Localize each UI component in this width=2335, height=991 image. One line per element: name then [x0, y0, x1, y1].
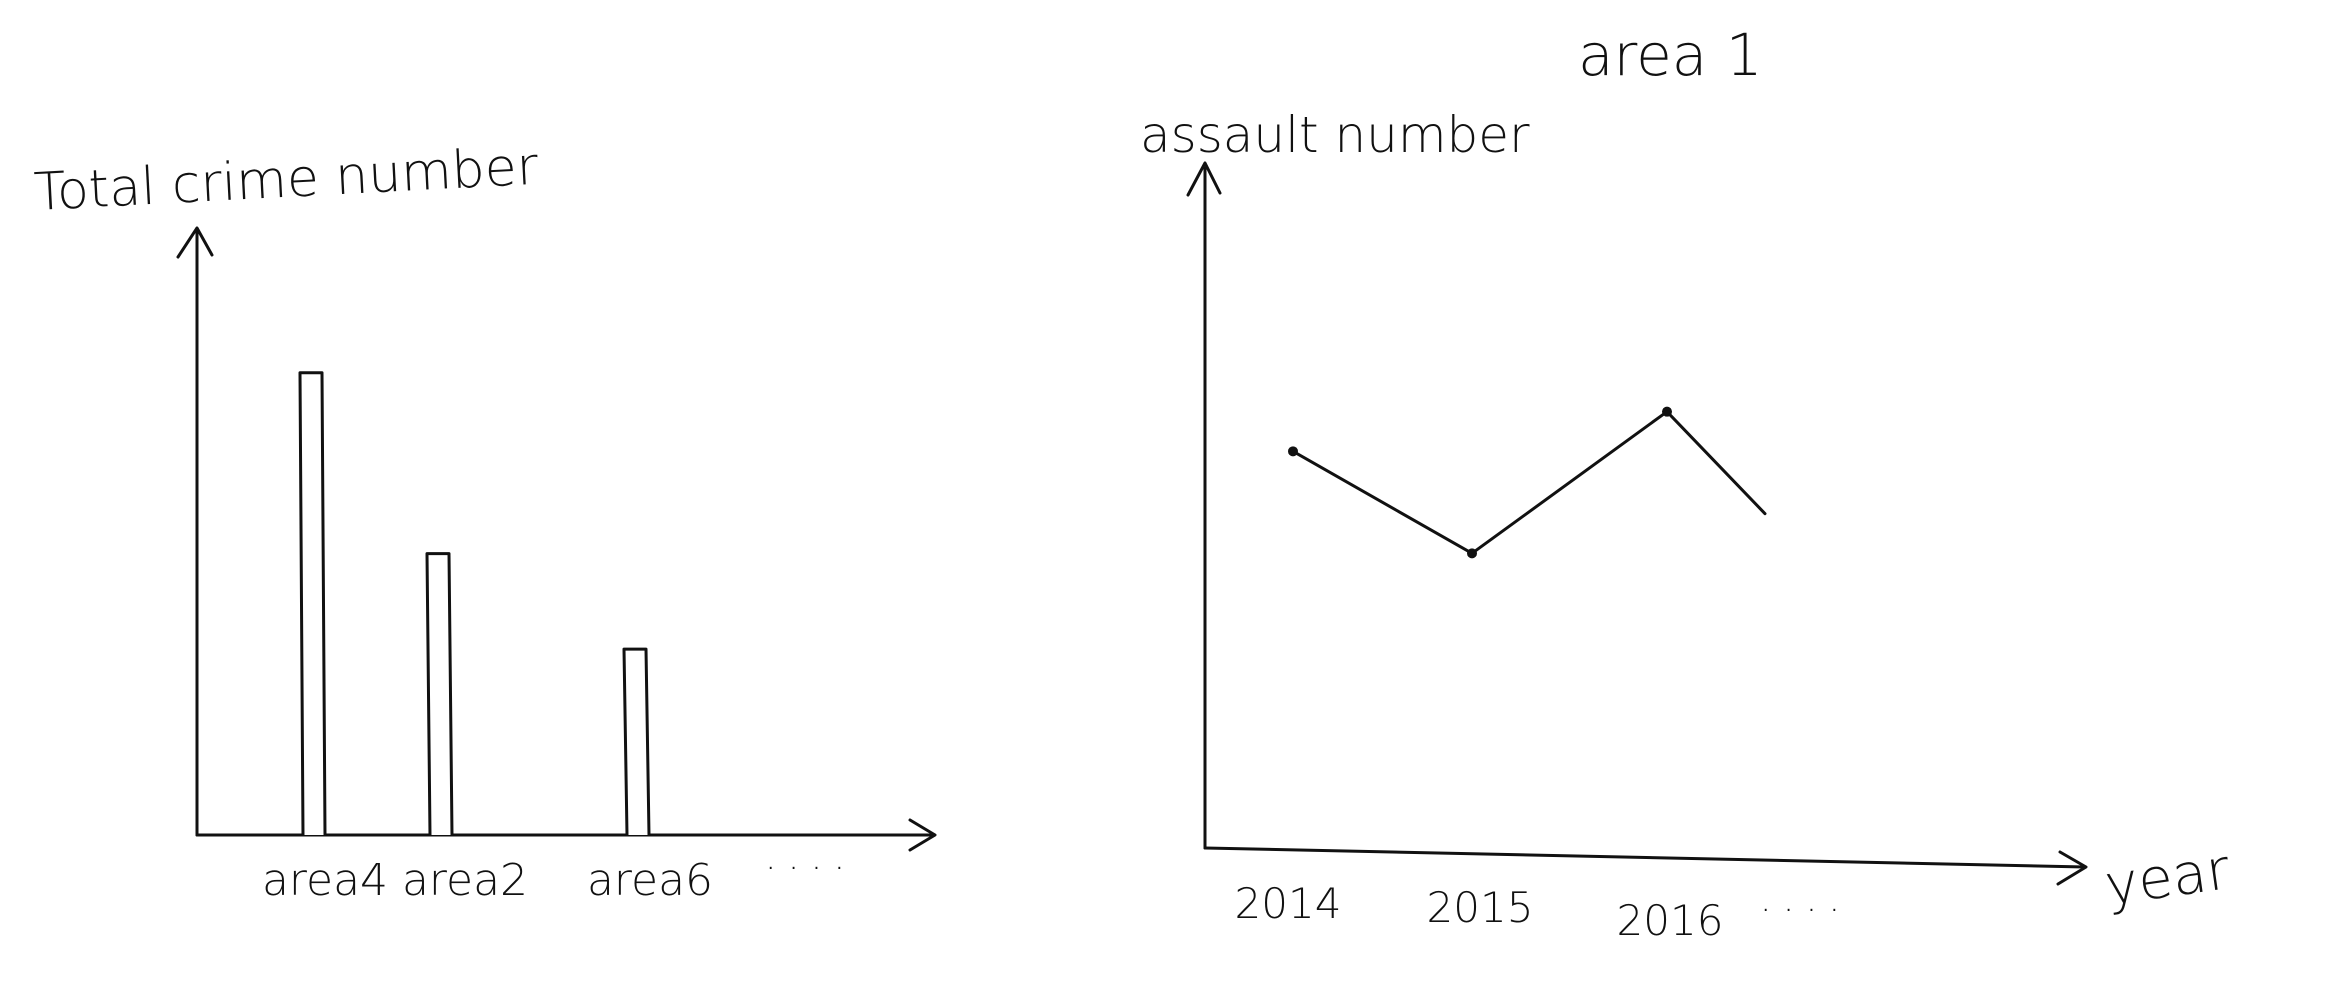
line-chart-x-axis-label: year: [2101, 837, 2234, 919]
line-chart-continuation-dots: · · · ·: [1760, 890, 1840, 931]
bar-tick-label-area4: area4: [262, 855, 388, 906]
bar-chart-continuation-dots: · · · ·: [765, 848, 845, 889]
bar-chart-y-axis-label: Total crime number: [33, 137, 541, 223]
data-point-2016: [1662, 407, 1672, 417]
line-chart-x-axis: [1205, 848, 2085, 867]
bar-chart-tick-labels: area4 area2 area6: [262, 855, 713, 906]
line-chart-tick-labels: 2014 2015 2016: [1235, 879, 1724, 945]
bar-area4: [300, 373, 325, 835]
line-tick-label-2014: 2014: [1235, 879, 1342, 928]
line-chart: area 1 assault number year 2014 2015 2016 …: [1140, 21, 2234, 945]
series-line-assault-number: [1293, 412, 1765, 554]
bar-tick-label-area6: area6: [587, 855, 713, 906]
line-chart-y-axis-label: assault number: [1140, 106, 1530, 164]
bar-area2: [427, 554, 452, 835]
data-point-2015: [1467, 548, 1477, 558]
line-chart-title: area 1: [1578, 21, 1763, 89]
data-point-2014: [1288, 446, 1298, 456]
bar-chart-y-axis-arrowhead: [178, 228, 212, 257]
bar-area6: [624, 649, 649, 835]
line-tick-label-2015: 2015: [1427, 883, 1534, 932]
bar-chart: Total crime number area4 area2 area6 · · ·…: [33, 137, 935, 906]
line-tick-label-2016: 2016: [1617, 896, 1724, 945]
bar-chart-bars: [300, 373, 649, 835]
line-chart-series: [1288, 407, 1765, 559]
bar-tick-label-area2: area2: [402, 855, 528, 906]
